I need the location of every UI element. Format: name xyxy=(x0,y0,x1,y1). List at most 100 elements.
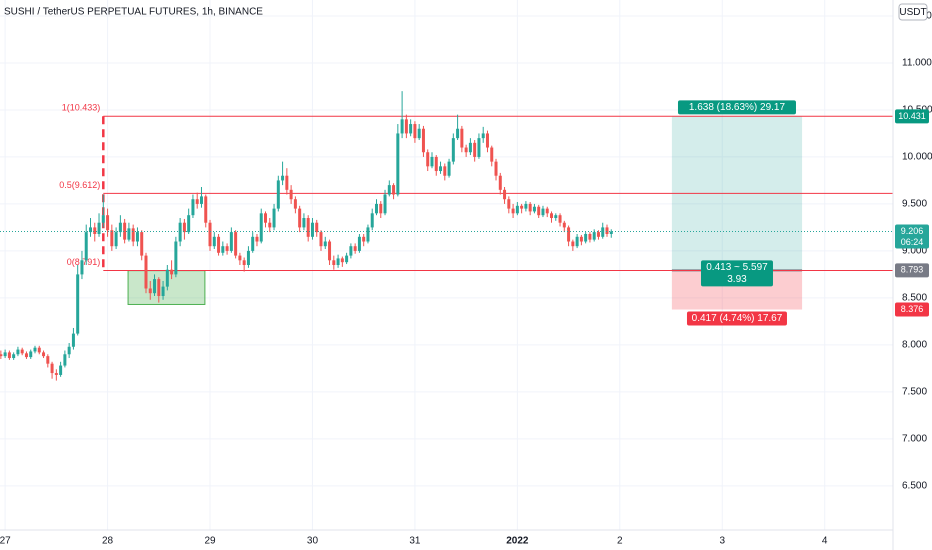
entry-price-label: 8.793 xyxy=(901,265,924,275)
candle-body xyxy=(272,208,276,228)
stop-price-label: 8.376 xyxy=(901,304,924,314)
fib-label: 0(8.791) xyxy=(67,257,101,267)
candle-body xyxy=(12,354,16,359)
y-tick-label: 9.500 xyxy=(902,199,927,210)
candle-body xyxy=(212,236,216,247)
target-price-label-bg xyxy=(895,109,929,124)
candle-body xyxy=(234,232,238,256)
candle-body xyxy=(310,222,314,237)
candle-body xyxy=(490,147,494,162)
entry-price-label-bg xyxy=(895,263,929,278)
candle-body xyxy=(127,228,131,240)
candle-body xyxy=(571,241,575,247)
candle-body xyxy=(562,222,566,228)
candle-body xyxy=(567,227,571,242)
candle-body xyxy=(319,232,323,247)
candle-body xyxy=(259,213,263,242)
candle-body xyxy=(485,133,489,148)
candle-body xyxy=(217,236,221,253)
candle-body xyxy=(366,227,370,242)
candle-body xyxy=(106,215,110,231)
candle-body xyxy=(285,175,289,190)
candle-body xyxy=(3,352,7,357)
last-price-label: 9.206 xyxy=(901,226,924,236)
candle-body xyxy=(80,260,84,275)
y-tick-label: 9.000 xyxy=(902,246,927,257)
candle-body xyxy=(528,203,532,212)
candle-body xyxy=(515,205,519,214)
candle-body xyxy=(426,152,430,167)
candle-body xyxy=(131,228,135,242)
candle-body xyxy=(84,232,88,261)
candle-body xyxy=(123,222,127,240)
y-tick-label: 7.000 xyxy=(902,433,927,444)
candle-body xyxy=(255,236,259,242)
candle-body xyxy=(443,166,447,176)
candle-body xyxy=(532,206,536,212)
candle-body xyxy=(520,205,524,209)
candle-body xyxy=(383,194,387,214)
center-label: 0.413 ~ 5.597 xyxy=(706,262,768,273)
x-tick-label: 29 xyxy=(204,536,216,547)
candle-body xyxy=(434,156,438,172)
candle-body xyxy=(340,258,344,263)
candle-body xyxy=(353,246,357,251)
candle-body xyxy=(464,147,468,153)
candle-body xyxy=(289,189,293,200)
candle-body xyxy=(246,250,250,265)
candle-body xyxy=(374,203,378,214)
candle-body xyxy=(144,255,148,289)
candle-body xyxy=(481,133,485,139)
candle-body xyxy=(67,346,71,355)
candle-body xyxy=(54,373,58,375)
candle-body xyxy=(191,199,195,216)
candle-body xyxy=(349,246,353,256)
candle-body xyxy=(161,286,165,297)
candle-body xyxy=(42,352,46,357)
candle-body xyxy=(33,347,37,352)
fib-label: 1(10.433) xyxy=(62,103,101,113)
candle-body xyxy=(447,161,451,176)
candle-body xyxy=(575,236,579,247)
candle-body xyxy=(468,142,472,153)
candle-body xyxy=(221,246,225,253)
candle-body xyxy=(400,119,404,134)
candle-body xyxy=(430,156,434,167)
candle-body xyxy=(511,208,515,214)
candle-body xyxy=(63,354,67,366)
x-tick-label: 2 xyxy=(617,536,623,547)
countdown: 06:24 xyxy=(901,237,924,247)
target-label: 1.638 (18.63%) 29.17 xyxy=(689,102,786,113)
candle-body xyxy=(439,166,443,172)
candle-body xyxy=(558,215,562,223)
currency-box xyxy=(898,3,928,21)
candle-body xyxy=(387,185,391,195)
candle-body xyxy=(229,232,233,251)
candle-body xyxy=(541,208,545,216)
target-price-label: 10.431 xyxy=(898,111,926,121)
candle-body xyxy=(199,196,203,204)
candle-body xyxy=(503,189,507,200)
candle-body xyxy=(579,236,583,242)
candle-body xyxy=(507,199,511,209)
x-tick-label: 30 xyxy=(307,536,319,547)
candle-body xyxy=(118,222,122,233)
center-label: 3.93 xyxy=(727,274,747,285)
x-tick-label: 31 xyxy=(409,536,421,547)
candle-body xyxy=(362,236,366,242)
candle-body xyxy=(396,133,400,195)
candle-body xyxy=(157,279,161,297)
candle-body xyxy=(357,236,361,251)
y-tick-label: 7.500 xyxy=(902,387,927,398)
x-tick-label: 2022 xyxy=(506,536,529,547)
candle-body xyxy=(584,233,588,242)
candle-body xyxy=(97,222,101,234)
candle-body xyxy=(242,260,246,265)
candle-body xyxy=(114,232,118,247)
candle-body xyxy=(182,222,186,233)
candle-body xyxy=(208,222,212,247)
x-tick-label: 28 xyxy=(102,536,114,547)
stop-label: 0.417 (4.74%) 17.67 xyxy=(692,313,783,324)
